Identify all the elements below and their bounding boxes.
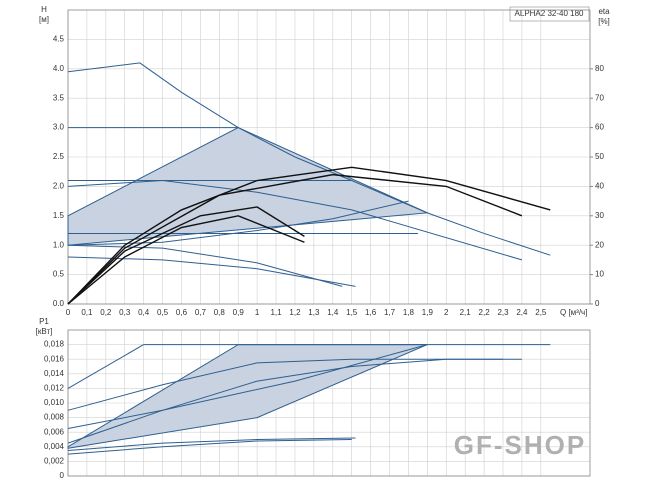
x-tick-label: 2,4 xyxy=(516,308,528,317)
x-tick-label: 1,8 xyxy=(403,308,415,317)
watermark: GF-SHOP xyxy=(454,430,586,460)
y2-tick-label: 50 xyxy=(595,152,604,161)
y-axis-title: H xyxy=(41,5,47,14)
x-tick-label: 0,1 xyxy=(81,308,93,317)
curve xyxy=(67,358,503,444)
y2-tick-label: 70 xyxy=(595,93,604,102)
x-tick-label: 2 xyxy=(444,308,449,317)
y-axis-unit: [кВт] xyxy=(36,327,53,336)
x-tick-label: 0,5 xyxy=(157,308,169,317)
x-tick-label: 1,4 xyxy=(327,308,339,317)
plot-frame xyxy=(67,9,591,305)
x-tick-label: 0,4 xyxy=(138,308,150,317)
y-tick-label: 0,006 xyxy=(44,427,65,436)
y2-tick-label: 10 xyxy=(595,270,604,279)
x-tick-label: 2,5 xyxy=(535,308,547,317)
curve xyxy=(67,206,305,305)
curve xyxy=(67,62,551,256)
y2-axis-unit: [%] xyxy=(598,17,610,26)
y-tick-label: 2.0 xyxy=(53,182,65,191)
y2-tick-label: 0 xyxy=(595,299,600,308)
x-tick-label: 1,3 xyxy=(308,308,320,317)
y-tick-label: 0,016 xyxy=(44,354,65,363)
x-tick-label: 0,2 xyxy=(100,308,112,317)
x-tick-label: 0,3 xyxy=(119,308,131,317)
x-tick-label: 1,5 xyxy=(346,308,358,317)
y-axis-unit: [м] xyxy=(39,15,49,24)
y2-tick-label: 80 xyxy=(595,64,604,73)
curve xyxy=(67,344,428,430)
curve xyxy=(67,437,356,451)
y-tick-label: 4.5 xyxy=(53,35,65,44)
curve xyxy=(67,215,305,305)
x-tick-label: 0,6 xyxy=(176,308,188,317)
y2-tick-label: 40 xyxy=(595,182,604,191)
y-tick-label: 0,002 xyxy=(44,457,65,466)
x-tick-label: 0,8 xyxy=(214,308,226,317)
y-axis-title: P1 xyxy=(39,317,49,326)
x-tick-label: 1,6 xyxy=(365,308,377,317)
y-tick-label: 0,004 xyxy=(44,442,65,451)
x-tick-label: 1,1 xyxy=(270,308,282,317)
x-axis-title: Q [м³/ч] xyxy=(560,308,587,317)
curve xyxy=(67,358,522,411)
y-tick-label: 1.0 xyxy=(53,240,65,249)
y-tick-label: 0,018 xyxy=(44,340,65,349)
curve xyxy=(67,173,523,305)
y-tick-label: 0.5 xyxy=(53,270,65,279)
y-tick-label: 3.0 xyxy=(53,123,65,132)
x-tick-label: 0,9 xyxy=(233,308,245,317)
x-tick-label: 2,3 xyxy=(497,308,509,317)
y-tick-label: 2.5 xyxy=(53,152,65,161)
y-tick-label: 0,012 xyxy=(44,384,65,393)
x-tick-label: 1,2 xyxy=(289,308,301,317)
y2-tick-label: 60 xyxy=(595,123,604,132)
y2-tick-label: 30 xyxy=(595,211,604,220)
y-tick-label: 0,014 xyxy=(44,369,65,378)
y-tick-label: 1.5 xyxy=(53,211,65,220)
curve xyxy=(67,200,409,246)
curve xyxy=(67,166,551,305)
x-tick-label: 0,7 xyxy=(195,308,207,317)
title-box xyxy=(509,6,590,22)
x-tick-label: 1 xyxy=(255,308,260,317)
x-tick-label: 1,7 xyxy=(384,308,396,317)
x-tick-label: 2,2 xyxy=(479,308,491,317)
y-tick-label: 4.0 xyxy=(53,64,65,73)
curve xyxy=(67,439,352,455)
curve xyxy=(67,180,523,261)
y2-tick-label: 20 xyxy=(595,240,604,249)
plot-frame xyxy=(67,329,591,477)
x-tick-label: 0 xyxy=(66,308,71,317)
y-tick-label: 0,008 xyxy=(44,413,65,422)
y-tick-label: 0.0 xyxy=(53,299,65,308)
x-tick-label: 1,9 xyxy=(422,308,434,317)
y2-axis-title: eta xyxy=(598,7,610,16)
x-tick-label: 2,1 xyxy=(460,308,472,317)
y-tick-label: 0,010 xyxy=(44,398,65,407)
curve xyxy=(67,244,343,287)
y-tick-label: 0 xyxy=(60,471,65,480)
chart-title: ALPHA2 32-40 180 xyxy=(515,9,584,18)
curve xyxy=(67,344,144,389)
shaded-area xyxy=(67,344,428,449)
y-tick-label: 3.5 xyxy=(53,93,65,102)
